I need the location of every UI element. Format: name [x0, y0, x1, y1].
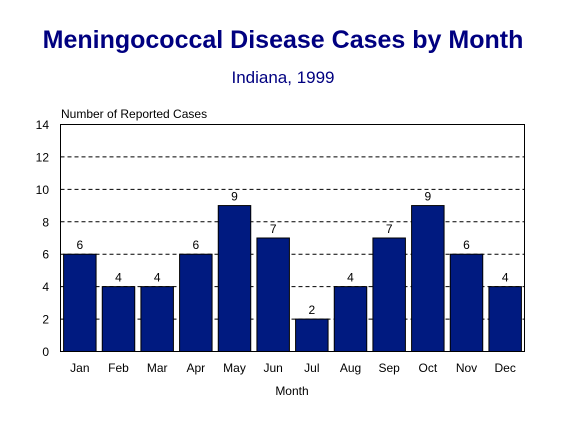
- data-label: 7: [386, 222, 393, 236]
- data-label: 4: [154, 271, 161, 285]
- x-tick-label: Mar: [147, 361, 168, 375]
- y-tick-label: 10: [36, 183, 50, 197]
- x-tick-label: Aug: [340, 361, 361, 375]
- data-label: 6: [76, 238, 83, 252]
- bar: [411, 205, 445, 352]
- y-tick-label: 4: [42, 280, 49, 294]
- chart-subtitle: Indiana, 1999: [231, 68, 335, 87]
- x-tick-label: Apr: [186, 361, 205, 375]
- bar: [101, 286, 136, 352]
- x-tick-label: Jan: [70, 361, 89, 375]
- data-label: 9: [424, 190, 431, 204]
- bar: [140, 286, 174, 352]
- data-label: 6: [192, 238, 199, 252]
- y-tick-label: 8: [42, 215, 49, 229]
- bar: [256, 237, 290, 352]
- data-label: 4: [502, 271, 509, 285]
- data-label: 6: [463, 238, 470, 252]
- data-label: 4: [115, 271, 122, 285]
- bar: [333, 286, 368, 352]
- data-label: 4: [347, 271, 354, 285]
- y-tick-label: 6: [42, 248, 49, 262]
- x-tick-label: Feb: [108, 361, 129, 375]
- plot-frame: [60, 124, 525, 352]
- y-tick-label: 0: [42, 345, 49, 359]
- bar: [63, 253, 97, 352]
- data-label: 7: [270, 222, 277, 236]
- y-tick-label: 12: [36, 150, 50, 164]
- x-axis-label: Month: [275, 384, 308, 398]
- bar: [488, 286, 522, 352]
- x-tick-label: Oct: [418, 361, 437, 375]
- x-tick-label: Nov: [456, 361, 477, 375]
- bar: [372, 237, 406, 352]
- labels: 0 2 4 6 8 10 12 14 6 Jan 4 Feb 4 Mar 6 Apr 9 May 7 Jun 2 Jul 4…: [36, 118, 516, 375]
- bars: [63, 205, 522, 353]
- gridlines: [60, 156, 525, 320]
- y-axis-label: Number of Reported Cases: [61, 107, 207, 121]
- chart-title: Meningococcal Disease Cases by Month: [42, 26, 524, 54]
- bar: [217, 205, 252, 352]
- y-tick-label: 2: [42, 313, 49, 327]
- y-tick-label: 14: [36, 118, 50, 132]
- bar: [179, 253, 213, 352]
- x-tick-label: May: [223, 361, 246, 375]
- x-tick-label: Dec: [494, 361, 515, 375]
- bar: [449, 253, 484, 352]
- x-tick-label: Jun: [263, 361, 282, 375]
- bar: [295, 318, 329, 353]
- x-tick-label: Jul: [304, 361, 319, 375]
- x-tick-label: Sep: [378, 361, 400, 375]
- data-label: 9: [231, 190, 238, 204]
- data-label: 2: [308, 303, 315, 317]
